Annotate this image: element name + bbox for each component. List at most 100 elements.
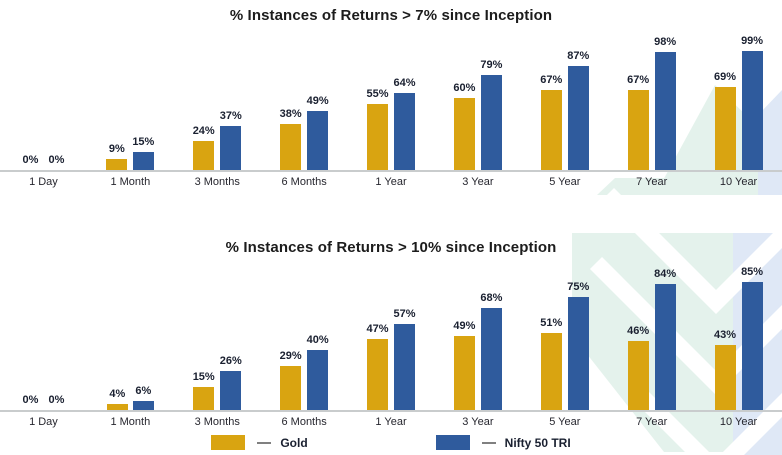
category-group: 24% 37% <box>174 110 261 170</box>
chart-returns-over-10pct: % Instances of Returns > 10% since Incep… <box>0 232 782 429</box>
bar-pair: 43% 85% <box>714 266 763 410</box>
bar-pair: 4% 6% <box>106 385 154 410</box>
category-group: 0% 0% <box>0 394 87 410</box>
bar-cell: 67% <box>540 74 562 170</box>
bar-cell: 69% <box>714 71 736 170</box>
category-group: 0% 0% <box>0 154 87 170</box>
value-label: 43% <box>714 329 737 341</box>
legend-item-nifty-50-tri: Nifty 50 TRI <box>435 435 571 450</box>
value-label: 87% <box>567 50 590 62</box>
bar-nifty-50-tri <box>654 52 676 170</box>
chart-returns-over-7pct: % Instances of Returns > 7% since Incept… <box>0 0 782 189</box>
category-label: 3 Months <box>194 416 240 428</box>
bar-cell: 4% <box>106 388 128 410</box>
bar-gold <box>714 87 736 170</box>
bar-cell: 46% <box>627 325 649 410</box>
category-group: 67% 98% <box>608 36 695 170</box>
bar-cell: 57% <box>394 308 416 410</box>
bar-nifty-50-tri <box>132 401 154 410</box>
bar-cell: 0% <box>20 154 41 170</box>
bar-nifty-50-tri <box>654 284 676 410</box>
plot-area: 0% 0% 4% 6% 15% 26% 29% 40% 47% 57% 49% 68% 51% 75% 46… <box>0 264 782 410</box>
bar-gold <box>366 339 388 410</box>
bar-pair: 51% 75% <box>540 281 589 410</box>
value-label: 98% <box>654 36 677 48</box>
bar-gold <box>280 366 302 410</box>
value-label: 79% <box>480 59 503 71</box>
bar-gold <box>193 387 215 410</box>
bar-nifty-50-tri <box>480 75 502 170</box>
bar-cell: 64% <box>394 77 416 170</box>
value-label: 46% <box>627 325 650 337</box>
nifty-swatch-icon <box>435 435 470 450</box>
plot-area: 0% 0% 9% 15% 24% 37% 38% 49% 55% 64% 60% 79% 67% 87% 6… <box>0 32 782 170</box>
value-label: 24% <box>192 125 215 137</box>
value-label: 0% <box>22 394 39 406</box>
bar-cell: 26% <box>220 355 242 410</box>
bar-cell: 0% <box>20 394 41 410</box>
chart-title: % Instances of Returns > 7% since Incept… <box>229 7 553 24</box>
value-label: 49% <box>453 320 476 332</box>
bar-nifty-50-tri <box>480 308 502 410</box>
category-label: 1 Year <box>375 416 407 428</box>
value-label: 47% <box>366 323 389 335</box>
bar-nifty-50-tri <box>567 297 589 410</box>
value-label: 57% <box>393 308 416 320</box>
category-group: 55% 64% <box>348 77 435 170</box>
category-group: 67% 87% <box>521 50 608 170</box>
bar-pair: 0% 0% <box>20 394 67 410</box>
value-label: 51% <box>540 317 563 329</box>
shared-legend: Gold Nifty 50 TRI <box>0 435 782 450</box>
bar-pair: 0% 0% <box>20 154 67 170</box>
bar-cell: 49% <box>307 95 329 170</box>
bar-cell: 47% <box>366 323 389 410</box>
bar-cell: 38% <box>280 108 302 170</box>
category-group: 60% 79% <box>434 59 521 170</box>
bar-pair: 69% 99% <box>714 35 763 170</box>
legend-item-gold: Gold <box>211 435 308 450</box>
category-label: 1 Day <box>29 416 58 428</box>
bar-cell: 6% <box>132 385 154 410</box>
category-label: 1 Day <box>29 176 58 188</box>
bar-gold <box>540 333 562 410</box>
value-label: 69% <box>714 71 737 83</box>
bar-cell: 29% <box>280 350 302 410</box>
bar-nifty-50-tri <box>307 111 329 170</box>
value-label: 38% <box>279 108 302 120</box>
bar-nifty-50-tri <box>220 126 242 170</box>
category-group: 69% 99% <box>695 35 782 170</box>
legend-dash-icon <box>481 441 496 444</box>
bar-gold <box>627 90 649 170</box>
category-group: 4% 6% <box>87 385 174 410</box>
x-axis-line <box>0 170 782 172</box>
bar-pair: 29% 40% <box>280 334 329 410</box>
category-label: 3 Year <box>462 416 494 428</box>
bar-cell: 84% <box>654 268 676 410</box>
bar-nifty-50-tri <box>741 51 763 170</box>
value-label: 15% <box>132 136 155 148</box>
bar-pair: 46% 84% <box>627 268 676 410</box>
bar-pair: 55% 64% <box>366 77 416 170</box>
gold-swatch-icon <box>211 435 246 450</box>
bar-nifty-50-tri <box>220 371 242 410</box>
bar-nifty-50-tri <box>394 93 416 170</box>
bar-nifty-50-tri <box>741 282 763 410</box>
bar-pair: 49% 68% <box>453 292 502 410</box>
value-label: 0% <box>48 154 65 166</box>
bar-pair: 15% 26% <box>193 355 242 410</box>
value-label: 49% <box>306 95 329 107</box>
value-label: 75% <box>567 281 590 293</box>
category-group: 51% 75% <box>521 281 608 410</box>
category-group: 38% 49% <box>261 95 348 170</box>
value-label: 29% <box>279 350 302 362</box>
bar-cell: 24% <box>193 125 215 170</box>
legend-label: Nifty 50 TRI <box>504 435 571 450</box>
bar-cell: 68% <box>480 292 502 410</box>
value-label: 26% <box>219 355 242 367</box>
bar-nifty-50-tri <box>394 324 416 410</box>
value-label: 64% <box>393 77 416 89</box>
bar-cell: 40% <box>307 334 329 410</box>
bar-cell: 75% <box>567 281 589 410</box>
